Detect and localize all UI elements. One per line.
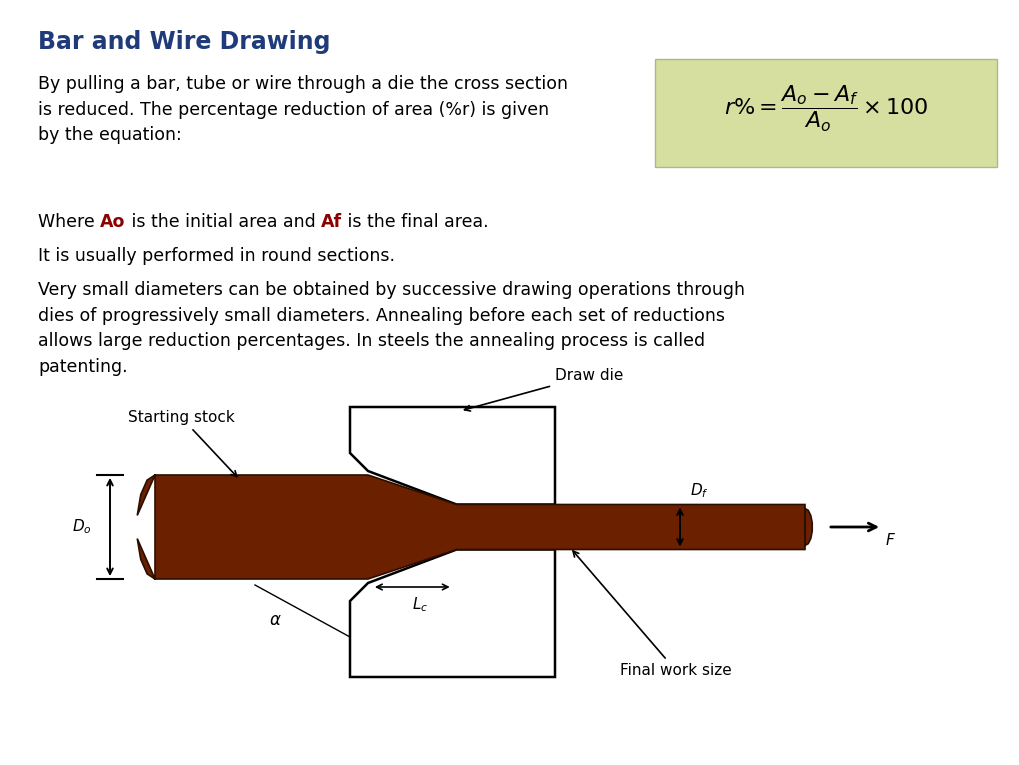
Text: $r\% = \dfrac{A_o - A_f}{A_o} \times 100$: $r\% = \dfrac{A_o - A_f}{A_o} \times 100…	[722, 84, 927, 134]
Text: $F$: $F$	[884, 532, 895, 548]
Polygon shape	[138, 475, 811, 579]
Text: By pulling a bar, tube or wire through a die the cross section
is reduced. The p: By pulling a bar, tube or wire through a…	[38, 75, 568, 145]
Text: Where: Where	[38, 213, 100, 231]
Text: Af: Af	[321, 213, 341, 231]
Text: Draw die: Draw die	[464, 368, 623, 411]
Polygon shape	[350, 549, 554, 677]
Text: $D_f$: $D_f$	[689, 480, 708, 500]
Text: It is usually performed in round sections.: It is usually performed in round section…	[38, 247, 394, 265]
Text: is the initial area and: is the initial area and	[125, 213, 321, 231]
FancyBboxPatch shape	[654, 59, 996, 167]
Text: Very small diameters can be obtained by successive drawing operations through
di: Very small diameters can be obtained by …	[38, 281, 744, 376]
Text: $L_c$: $L_c$	[412, 595, 428, 614]
Text: is the final area.: is the final area.	[341, 213, 488, 231]
Text: $D_o$: $D_o$	[72, 518, 92, 536]
Text: Bar and Wire Drawing: Bar and Wire Drawing	[38, 30, 330, 54]
Text: Ao: Ao	[100, 213, 125, 231]
Text: $\alpha$: $\alpha$	[268, 611, 281, 629]
Polygon shape	[350, 407, 554, 504]
Text: Starting stock: Starting stock	[127, 410, 236, 477]
Text: Final work size: Final work size	[573, 551, 731, 678]
